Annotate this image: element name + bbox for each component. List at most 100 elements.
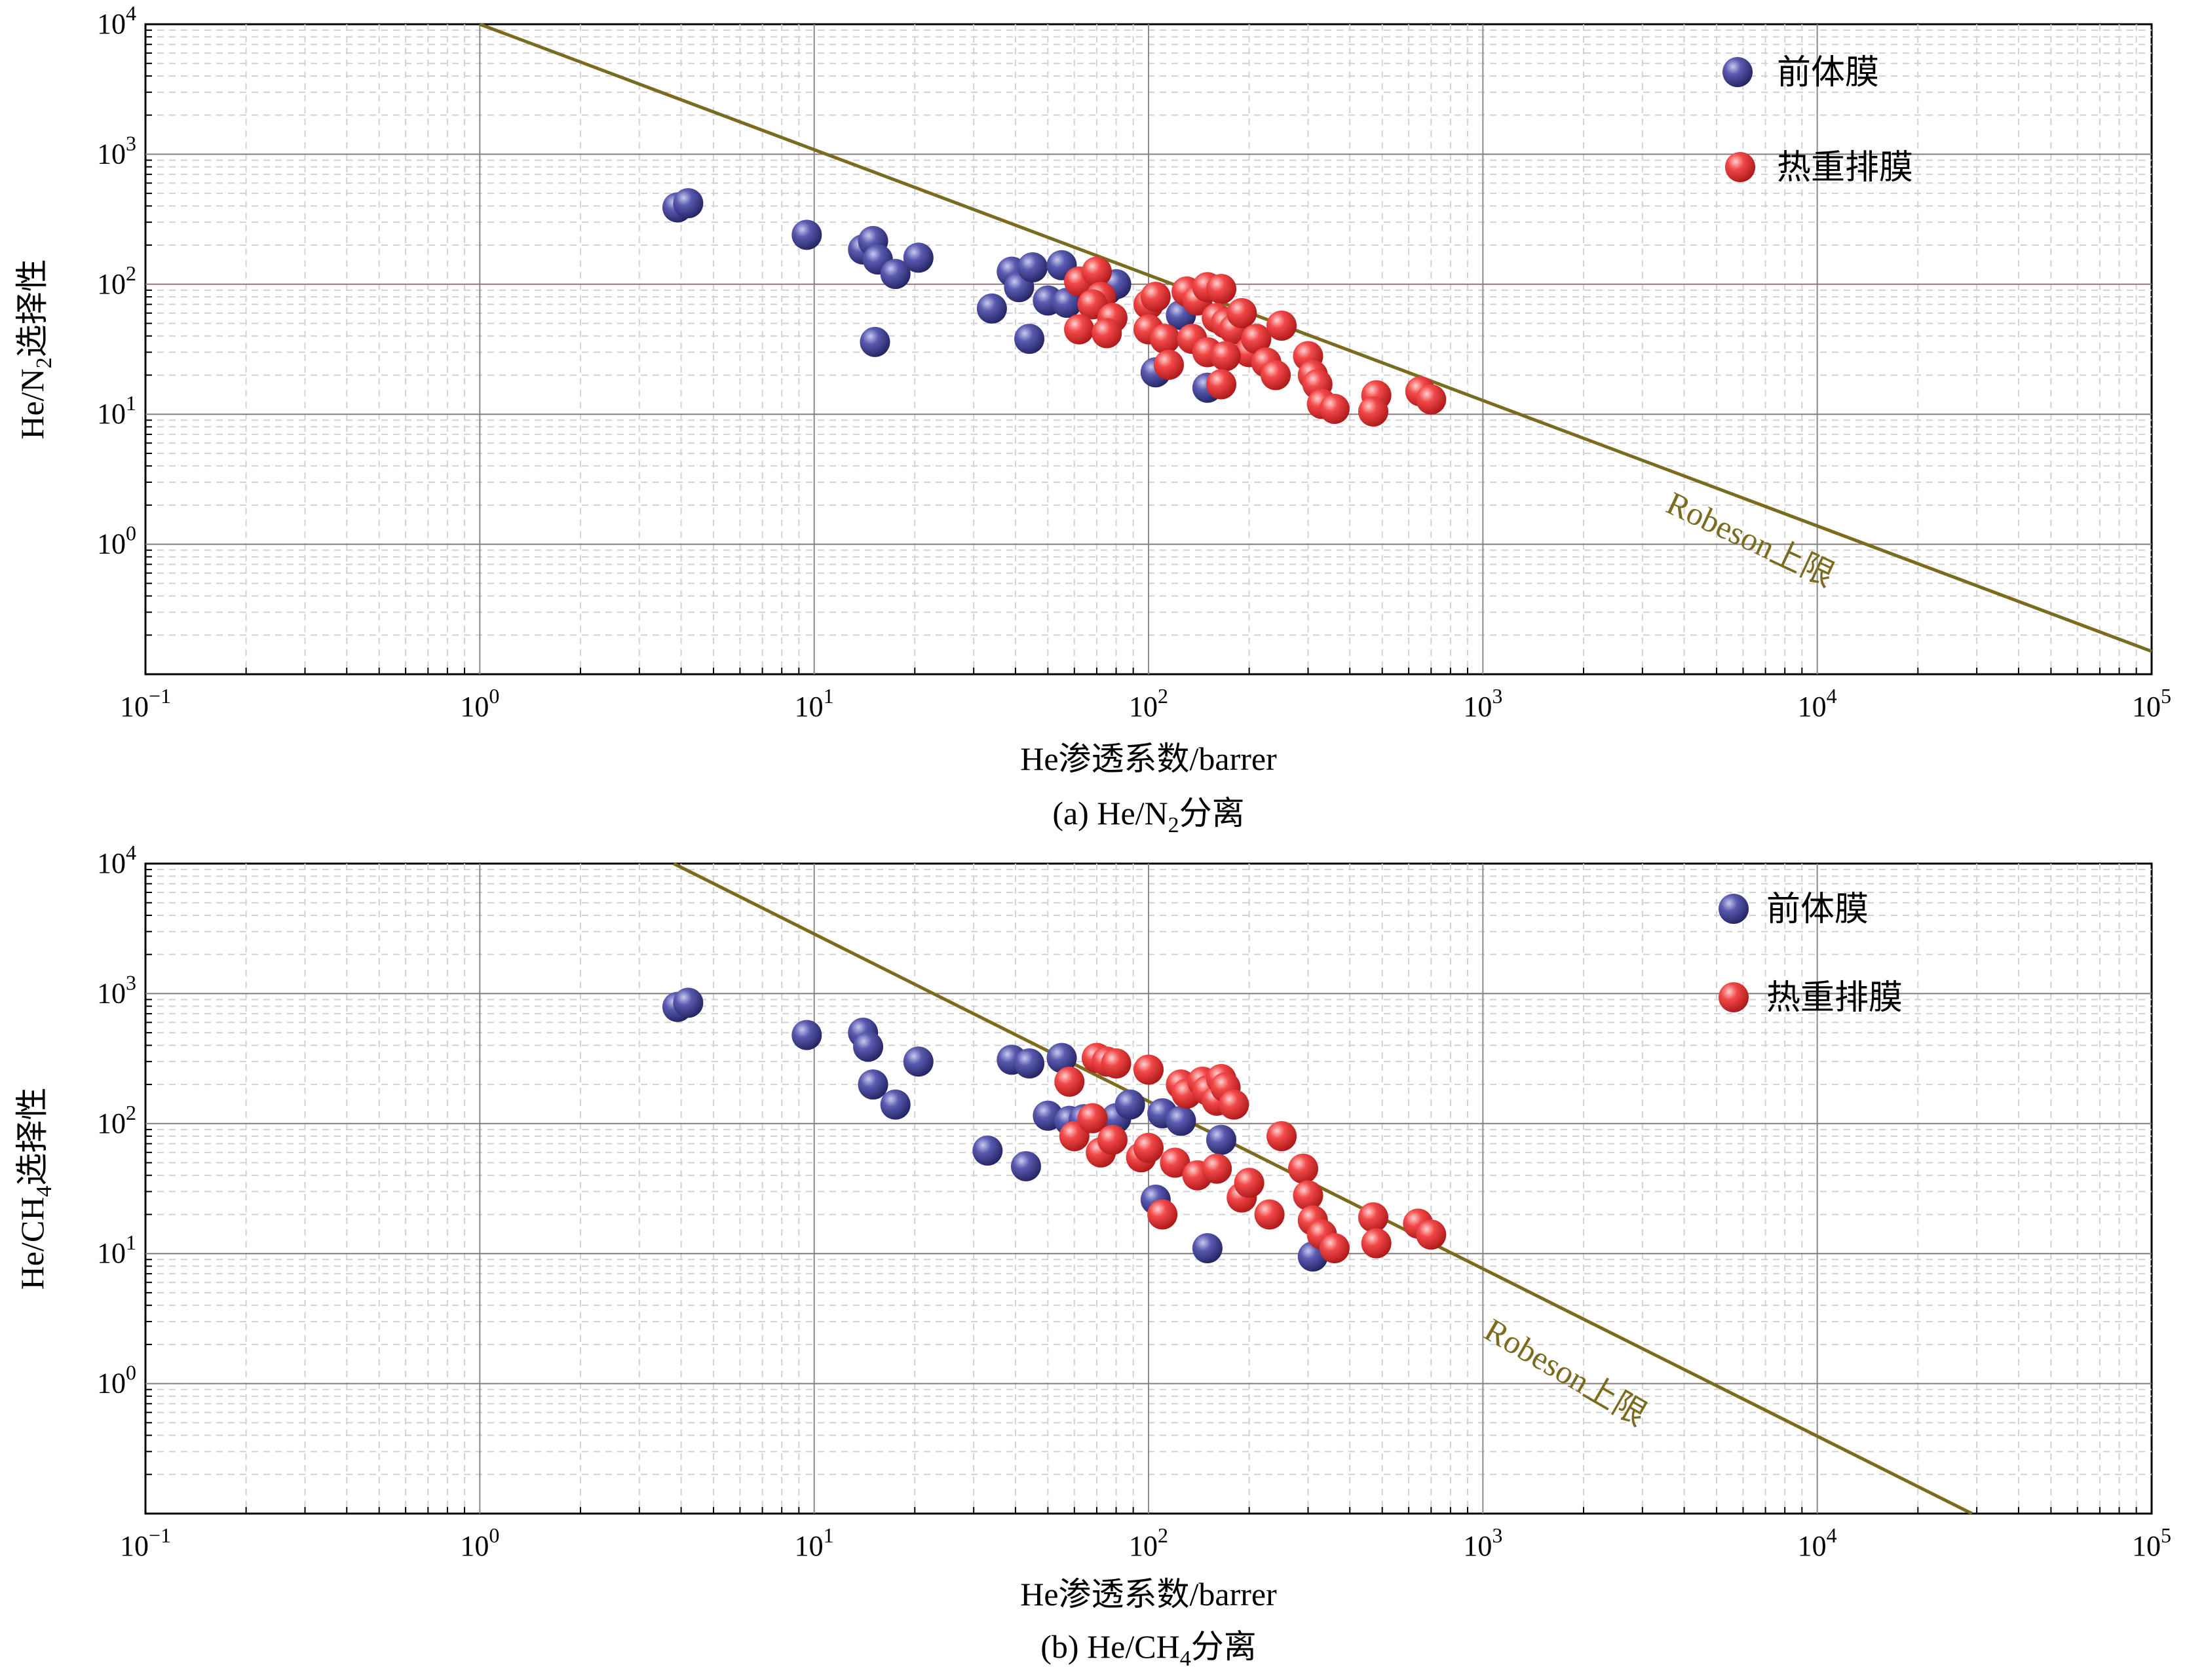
point-tr	[1064, 314, 1095, 345]
x-axis-title: He渗透系数/barrer	[1020, 1576, 1277, 1613]
caption-a: (a) He/N2分离	[1052, 795, 1244, 837]
point-tr	[1219, 1089, 1249, 1120]
legend: 前体膜 热重排膜	[1722, 54, 1913, 187]
point-precursor	[673, 987, 704, 1018]
point-tr	[1361, 1228, 1392, 1259]
robeson-upper-bound	[673, 862, 1973, 1516]
x-tick-label: 102	[1129, 1523, 1168, 1562]
point-tr	[1092, 318, 1122, 349]
legend-label-precursor: 前体膜	[1766, 891, 1869, 928]
point-tr	[1416, 1219, 1447, 1250]
point-tr	[1241, 324, 1272, 354]
y-tick-label: 102	[97, 1101, 136, 1139]
legend-label-precursor: 前体膜	[1777, 54, 1879, 92]
point-tr	[1287, 1153, 1318, 1184]
point-tr	[1206, 273, 1236, 304]
x-tick-label: 100	[460, 684, 499, 723]
legend-marker-tr	[1719, 982, 1749, 1012]
upper-bound-label: Robeson上限	[1479, 1311, 1653, 1433]
point-tr	[1254, 1199, 1285, 1230]
point-precursor	[1017, 252, 1048, 282]
x-tick-label: 103	[1463, 684, 1502, 723]
x-tick-label: 105	[2132, 684, 2171, 723]
point-tr	[1077, 1103, 1108, 1134]
point-precursor	[903, 1046, 934, 1077]
legend-marker-precursor	[1719, 894, 1749, 924]
point-precursor	[673, 188, 704, 219]
point-tr	[1133, 1054, 1164, 1085]
legend-marker-tr	[1725, 152, 1755, 182]
x-tick-labels: 10−1 100 101 102 103 104 105	[120, 1523, 2171, 1562]
x-tick-labels: 10−1 100 101 102 103 104 105	[120, 684, 2171, 723]
point-tr	[1133, 1132, 1164, 1163]
x-tick-label: 105	[2132, 1523, 2171, 1562]
point-precursor	[880, 1089, 911, 1120]
point-tr	[1266, 311, 1297, 341]
y-tick-label: 104	[97, 1, 136, 40]
point-precursor	[791, 220, 822, 250]
grid	[145, 24, 2152, 674]
x-tick-label: 104	[1798, 684, 1837, 723]
point-precursor	[1166, 1105, 1196, 1136]
point-precursor	[972, 1135, 1003, 1166]
x-tick-label: 103	[1463, 1523, 1502, 1562]
point-tr	[1202, 1153, 1232, 1184]
legend: 前体膜 热重排膜	[1719, 891, 1903, 1017]
point-tr	[1054, 1066, 1085, 1097]
point-tr	[1081, 256, 1112, 287]
y-tick-label: 101	[97, 391, 136, 430]
point-tr	[1150, 324, 1181, 354]
point-tr	[1206, 369, 1236, 400]
point-precursor	[1010, 1151, 1041, 1181]
point-tr	[1416, 384, 1447, 415]
y-tick-label: 100	[97, 522, 136, 560]
y-tick-label: 101	[97, 1231, 136, 1269]
y-axis-title: He/N2选择性	[14, 259, 56, 439]
point-tr	[1227, 297, 1257, 328]
x-tick-label: 101	[795, 1523, 834, 1562]
grid	[145, 864, 2152, 1514]
y-tick-label: 100	[97, 1361, 136, 1400]
point-precursor	[903, 242, 934, 273]
point-tr	[1140, 282, 1171, 313]
point-precursor	[976, 293, 1007, 324]
point-precursor	[1046, 1042, 1077, 1073]
point-tr	[1358, 1202, 1388, 1232]
point-precursor	[1114, 1089, 1145, 1120]
point-tr	[1147, 1199, 1178, 1230]
point-tr	[1319, 393, 1350, 424]
y-tick-label: 103	[97, 131, 136, 170]
point-tr	[1266, 1121, 1297, 1152]
data-points	[662, 188, 1447, 427]
upper-bound-line	[673, 862, 1973, 1516]
data-points	[662, 987, 1447, 1272]
point-precursor	[1014, 1048, 1045, 1079]
upper-bound-line	[479, 22, 2152, 653]
point-precursor	[858, 1069, 888, 1100]
point-tr	[1101, 1048, 1132, 1079]
legend-label-tr: 热重排膜	[1777, 149, 1913, 187]
x-tick-label: 102	[1129, 684, 1168, 723]
y-axis-title: He/CH4选择性	[14, 1088, 56, 1290]
point-tr	[1261, 360, 1291, 391]
point-tr	[1358, 396, 1388, 427]
y-tick-label: 102	[97, 261, 136, 300]
x-tick-label: 100	[460, 1523, 499, 1562]
x-tick-label: 10−1	[120, 684, 171, 723]
caption-b: (b) He/CH4分离	[1040, 1628, 1256, 1671]
x-tick-label: 10−1	[120, 1523, 171, 1562]
y-tick-labels: 100 101 102 103 104	[97, 841, 136, 1400]
point-precursor	[791, 1020, 822, 1050]
point-precursor	[860, 326, 890, 357]
y-tick-label: 104	[97, 841, 136, 879]
panel-b: 10−1 100 101 102 103 104 105 100 101 102 103 104 R…	[14, 841, 2171, 1671]
x-axis-title: He渗透系数/barrer	[1020, 740, 1277, 777]
point-tr	[1234, 1168, 1265, 1198]
x-tick-label: 101	[795, 684, 834, 723]
point-precursor	[1192, 1232, 1223, 1263]
legend-label-tr: 热重排膜	[1766, 980, 1903, 1017]
point-precursor	[1014, 324, 1045, 354]
point-tr	[1097, 1124, 1128, 1155]
point-tr	[1293, 1180, 1323, 1211]
robeson-upper-bound	[479, 22, 2152, 653]
